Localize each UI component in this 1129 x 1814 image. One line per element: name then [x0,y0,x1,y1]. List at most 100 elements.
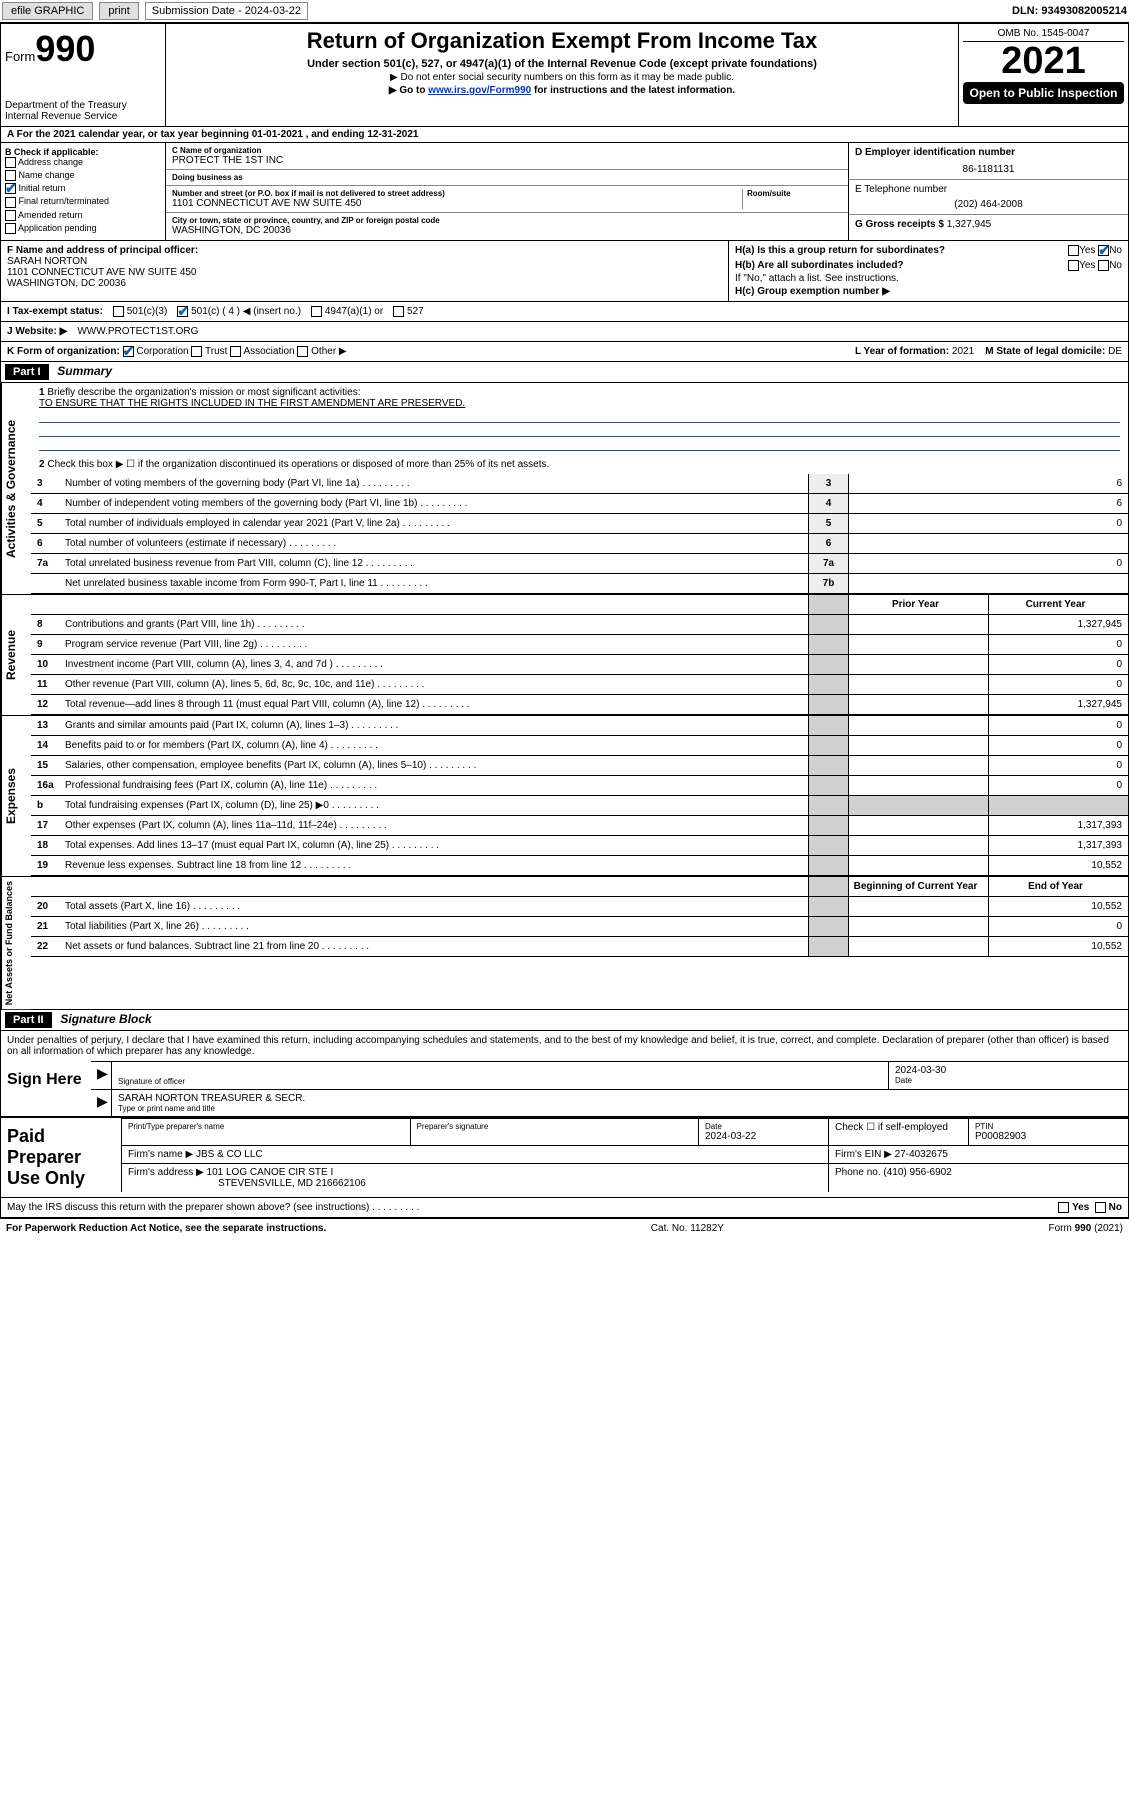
l-label: L Year of formation: [855,346,949,357]
org-name: PROTECT THE 1ST INC [172,155,842,166]
efile-button[interactable]: efile GRAPHIC [2,2,93,20]
addr-value: 1101 CONNECTICUT AVE NW SUITE 450 [172,198,742,209]
data-line: 13Grants and similar amounts paid (Part … [31,716,1128,736]
chk-address-change[interactable]: Address change [5,157,161,168]
page-footer: For Paperwork Reduction Act Notice, see … [0,1218,1129,1238]
irs-label: Internal Revenue Service [5,111,161,122]
data-line: 16aProfessional fundraising fees (Part I… [31,776,1128,796]
tax-year: 2021 [963,42,1124,80]
h-b: H(b) Are all subordinates included? Yes … [735,260,1122,271]
addr-label: Number and street (or P.O. box if mail i… [172,189,742,198]
data-line: 14Benefits paid to or for members (Part … [31,736,1128,756]
signature-block: Under penalties of perjury, I declare th… [0,1031,1129,1218]
chk-corp[interactable]: Corporation [123,346,189,357]
data-line: 19Revenue less expenses. Subtract line 1… [31,856,1128,876]
data-line: 20Total assets (Part X, line 16)10,552 [31,897,1128,917]
data-line: 18Total expenses. Add lines 13–17 (must … [31,836,1128,856]
form-title: Return of Organization Exempt From Incom… [170,28,954,54]
chk-4947[interactable]: 4947(a)(1) or [311,306,383,317]
ptin-label: PTIN [975,1122,1122,1131]
row-a-tax-year: A For the 2021 calendar year, or tax yea… [0,127,1129,143]
footer-form: Form 990 (2021) [1049,1223,1123,1234]
k-label: K Form of organization: [7,346,120,357]
gov-line: 5Total number of individuals employed in… [31,514,1128,534]
print-button[interactable]: print [99,2,138,20]
i-label: I Tax-exempt status: [7,306,103,317]
vert-net: Net Assets or Fund Balances [1,877,31,1009]
mission-text: TO ENSURE THAT THE RIGHTS INCLUDED IN TH… [39,398,1120,409]
chk-initial-return[interactable]: Initial return [5,183,161,194]
data-line: 12Total revenue—add lines 8 through 11 (… [31,695,1128,715]
top-bar: efile GRAPHIC print Submission Date - 20… [0,0,1129,23]
l-value: 2021 [952,346,974,357]
section-revenue: Revenue Prior Year Current Year 8Contrib… [0,595,1129,716]
block-fh: F Name and address of principal officer:… [0,241,1129,302]
chk-501c3[interactable]: 501(c)(3) [113,306,167,317]
footer-cat: Cat. No. 11282Y [651,1223,724,1234]
chk-501c4[interactable]: 501(c) ( 4 ) ◀ (insert no.) [177,306,301,317]
form-note-link: ▶ Go to www.irs.gov/Form990 for instruct… [170,85,954,96]
data-line: 15Salaries, other compensation, employee… [31,756,1128,776]
prep-date-label: Date [705,1122,822,1131]
phone-label: E Telephone number [855,184,1122,195]
gross-label: G Gross receipts $ [855,219,944,230]
chk-amended[interactable]: Amended return [5,210,161,221]
h-c: H(c) Group exemption number ▶ [735,286,1122,297]
city-value: WASHINGTON, DC 20036 [172,225,842,236]
section-expenses: Expenses 13Grants and similar amounts pa… [0,716,1129,877]
chk-application-pending[interactable]: Application pending [5,223,161,234]
form-note-ssn: ▶ Do not enter social security numbers o… [170,72,954,83]
data-line: bTotal fundraising expenses (Part IX, co… [31,796,1128,816]
prep-sig-label: Preparer's signature [417,1122,693,1131]
data-line: 8Contributions and grants (Part VIII, li… [31,615,1128,635]
m-value: DE [1108,346,1122,357]
officer-addr2: WASHINGTON, DC 20036 [7,278,722,289]
sign-arrow-icon: ▶ [91,1062,111,1089]
h-a: H(a) Is this a group return for subordin… [735,245,1122,256]
firm-name-label: Firm's name ▶ [128,1149,193,1160]
firm-ein-label: Firm's EIN ▶ [835,1149,892,1160]
chk-other[interactable]: Other ▶ [297,346,346,357]
gov-line: 7aTotal unrelated business revenue from … [31,554,1128,574]
declaration-text: Under penalties of perjury, I declare th… [1,1031,1128,1061]
firm-addr1: 101 LOG CANOE CIR STE I [207,1167,334,1178]
block-bcde: B Check if applicable: Address change Na… [0,143,1129,241]
form-number: Form990 [5,28,161,70]
room-label: Room/suite [747,189,842,198]
chk-527[interactable]: 527 [393,306,423,317]
section-net-assets: Net Assets or Fund Balances Beginning of… [0,877,1129,1010]
website-value: WWW.PROTECT1ST.ORG [77,326,198,337]
data-line: 22Net assets or fund balances. Subtract … [31,937,1128,957]
data-line: 11Other revenue (Part VIII, column (A), … [31,675,1128,695]
irs-link[interactable]: www.irs.gov/Form990 [428,85,531,96]
prep-name-label: Print/Type preparer's name [128,1122,404,1131]
gross-value: 1,327,945 [947,219,992,230]
chk-trust[interactable]: Trust [191,346,227,357]
dept-treasury: Department of the Treasury [5,100,161,111]
row-j-website: J Website: ▶ WWW.PROTECT1ST.ORG [0,322,1129,342]
chk-final-return[interactable]: Final return/terminated [5,196,161,207]
sign-arrow-icon-2: ▶ [91,1090,111,1116]
chk-name-change[interactable]: Name change [5,170,161,181]
data-line: 21Total liabilities (Part X, line 26)0 [31,917,1128,937]
submission-date: Submission Date - 2024-03-22 [145,2,308,20]
officer-name: SARAH NORTON [7,256,722,267]
firm-addr2: STEVENSVILLE, MD 216662106 [218,1178,366,1189]
officer-label: F Name and address of principal officer: [7,245,722,256]
chk-assoc[interactable]: Association [230,346,294,357]
h-b-note: If "No," attach a list. See instructions… [735,273,1122,284]
part-2-header: Part II Signature Block [0,1010,1129,1031]
gov-line: 6Total number of volunteers (estimate if… [31,534,1128,554]
firm-ein: 27-4032675 [895,1149,948,1160]
vert-expenses: Expenses [1,716,31,876]
data-line: 9Program service revenue (Part VIII, lin… [31,635,1128,655]
ein-value: 86-1181131 [855,164,1122,175]
sign-here-label: Sign Here [1,1061,91,1116]
officer-name-title: SARAH NORTON TREASURER & SECR. [118,1093,1122,1104]
q2-text: Check this box ▶ ☐ if the organization d… [47,459,549,470]
sig-officer-label: Signature of officer [118,1077,882,1086]
part-1-header: Part I Summary [0,362,1129,383]
gov-line: Net unrelated business taxable income fr… [31,574,1128,594]
ein-label: D Employer identification number [855,147,1122,158]
org-name-label: C Name of organization [172,146,842,155]
